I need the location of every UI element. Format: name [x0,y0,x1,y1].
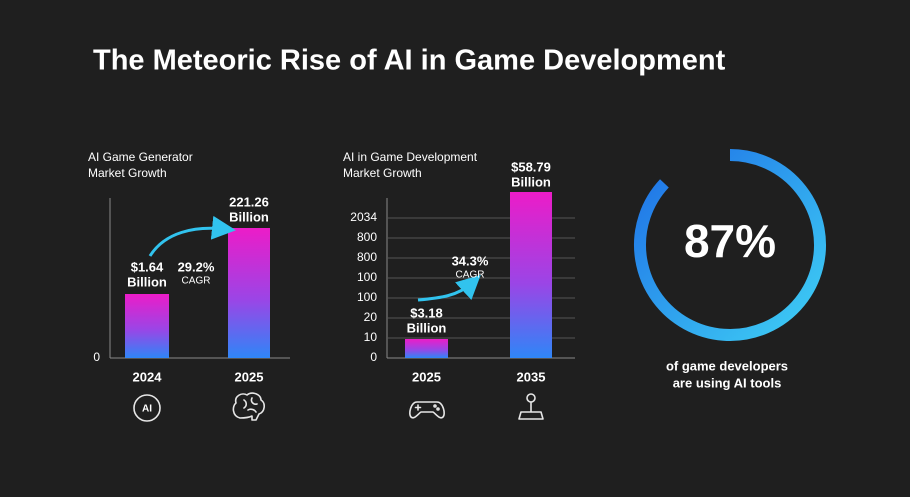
axis-label: 10 [364,330,378,344]
bar [405,339,448,358]
joystick-icon [518,393,544,420]
title: The Meteoric Rise of AI in Game Developm… [93,45,726,77]
axis-label: 0 [370,350,377,364]
x-label: 2024 [133,369,163,384]
bar [125,294,169,358]
bar-label: 221.26 [229,194,269,209]
x-label: 2025 [235,369,264,384]
ai-icon [133,394,161,422]
ai-icon-text: AI [142,404,152,415]
bar-label: Billion [407,320,447,335]
axis-label: 800 [357,250,377,264]
axis-label: 20 [364,310,378,324]
progress-ring [634,149,826,341]
x-label: 2025 [412,369,441,384]
growth-rate: 34.3% [452,253,489,268]
bar [228,228,270,358]
ring-caption: are using AI tools [673,375,782,390]
axis-label: 100 [357,290,377,304]
brain-icon [232,392,265,421]
growth-note: CAGR [182,276,211,287]
growth-rate: 29.2% [178,259,215,274]
x-label: 2035 [517,369,546,384]
bar-label: $3.18 [410,305,443,320]
ring-label: 87% [684,215,776,267]
growth-note: CAGR [456,270,485,281]
growth-arrow [417,274,481,302]
panel-title: AI in Game Development [343,150,478,164]
bar-label: $58.79 [511,159,551,174]
panel-title: AI Game Generator [88,150,193,164]
ring-caption: of game developers [666,358,788,373]
axis-label: 800 [357,230,377,244]
growth-arrow [148,215,236,257]
gamepad-icon [409,401,445,419]
axis-label: 2034 [350,210,377,224]
bar [510,192,552,358]
axis-label: 0 [93,350,100,364]
bar-label: Billion [127,274,167,289]
panel-title: Market Growth [343,166,422,180]
axis-label: 100 [357,270,377,284]
panel-title: Market Growth [88,166,167,180]
bar-label: Billion [511,174,551,189]
bar-label: Billion [229,209,269,224]
bar-label: $1.64 [131,259,164,274]
